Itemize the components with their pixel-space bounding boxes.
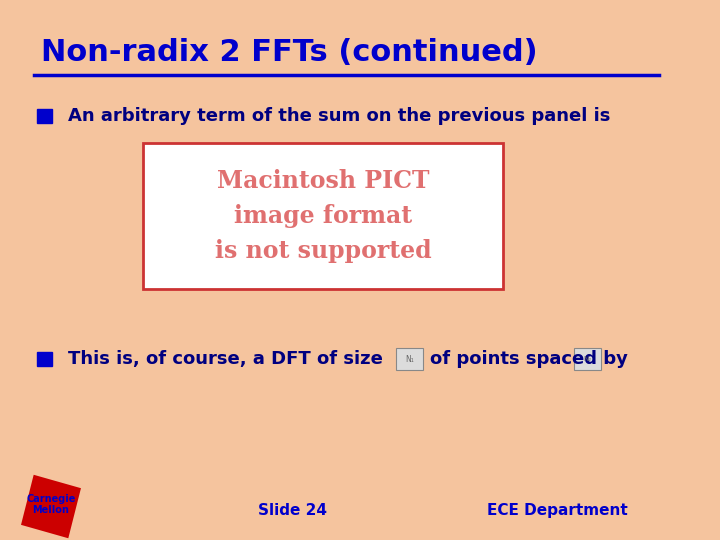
Bar — [574, 348, 601, 370]
Text: An arbitrary term of the sum on the previous panel is: An arbitrary term of the sum on the prev… — [68, 106, 611, 125]
Bar — [396, 348, 423, 370]
Text: of points spaced by: of points spaced by — [430, 349, 628, 368]
Bar — [37, 109, 53, 123]
Bar — [37, 352, 53, 366]
Text: ECE Department: ECE Department — [487, 503, 628, 518]
Text: Mellon: Mellon — [32, 505, 69, 515]
Text: This is, of course, a DFT of size: This is, of course, a DFT of size — [68, 349, 383, 368]
Text: N₁: N₁ — [405, 355, 413, 363]
Text: Macintosh PICT
image format
is not supported: Macintosh PICT image format is not suppo… — [215, 168, 431, 264]
Text: N₂: N₂ — [583, 356, 591, 362]
Text: Carnegie: Carnegie — [27, 494, 76, 504]
FancyBboxPatch shape — [143, 143, 503, 289]
Text: Non-radix 2 FFTs (continued): Non-radix 2 FFTs (continued) — [41, 38, 537, 67]
Text: Slide 24: Slide 24 — [258, 503, 327, 518]
Polygon shape — [21, 475, 81, 538]
